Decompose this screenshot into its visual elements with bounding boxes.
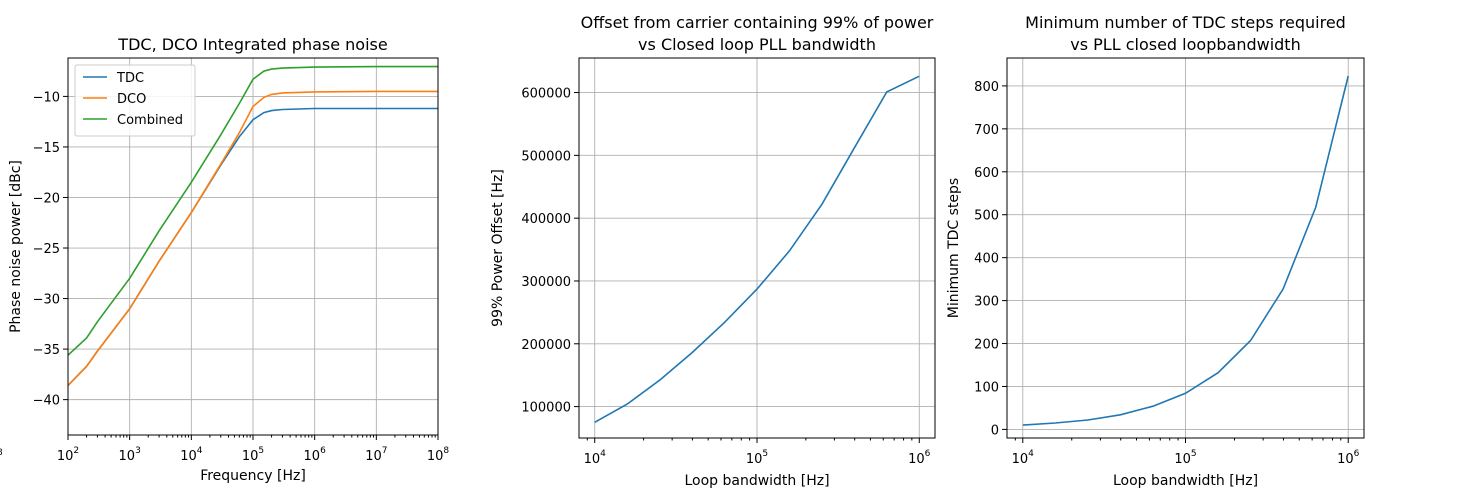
y-tick-label: 0 — [991, 423, 999, 438]
chart-title: TDC, DCO Integrated phase noise — [117, 35, 387, 54]
y-tick-label: −35 — [33, 343, 60, 358]
tdc-steps-panel: 104 105 106 0 100 200 300 400 500 600 700 800 Mini… — [946, 13, 1365, 488]
y-tick-label: −30 — [33, 293, 60, 308]
y-tick-label: 200000 — [521, 338, 571, 353]
series-lines — [1022, 75, 1349, 426]
y-tick-label: 500 — [974, 209, 999, 224]
x-tick-label: 105 — [242, 446, 264, 464]
y-ticks: 100000 200000 300000 400000 500000 600000 — [521, 87, 579, 416]
y-tick-label: 100000 — [521, 401, 571, 416]
y-tick-label: −25 — [33, 242, 60, 257]
grid-lines — [1007, 58, 1364, 438]
x-ticks: 104 105 106 — [584, 438, 931, 467]
x-tick-label: 105 — [1174, 449, 1196, 467]
legend: TDC DCO Combined — [74, 64, 196, 137]
x-tick-label: 108 — [427, 446, 450, 464]
x-tick-label: 103 — [119, 446, 141, 464]
legend-entry: DCO — [117, 92, 146, 107]
y-tick-label: 400 — [974, 252, 999, 267]
x-tick-label: 104 — [1012, 449, 1035, 467]
clipped-tick-label: 8 — [0, 448, 3, 458]
chart-title: Minimum number of TDC steps required — [1025, 13, 1346, 32]
y-ticks: −40 −35 −30 −25 −20 −15 −10 — [33, 90, 68, 409]
x-ticks: 102 103 104 105 106 107 108 — [57, 435, 450, 464]
power-offset-panel: 104 105 106 100000 200000 300000 400000 500000… — [490, 13, 936, 488]
grid-lines — [67, 58, 439, 435]
y-tick-label: −20 — [33, 191, 60, 206]
y-axis-label: Phase noise power [dBc] — [8, 160, 24, 333]
chart-subtitle: vs PLL closed loopbandwidth — [1070, 35, 1300, 54]
y-tick-label: 300 — [974, 295, 999, 310]
x-tick-label: 106 — [1337, 449, 1360, 467]
y-axis-label: 99% Power Offset [Hz] — [490, 169, 506, 327]
x-ticks: 104 105 106 — [1012, 438, 1360, 467]
y-axis-label: Minimum TDC steps — [946, 178, 962, 318]
series-line-0 — [594, 75, 920, 423]
y-tick-label: 600 — [974, 166, 999, 181]
y-tick-label: −10 — [33, 90, 60, 105]
chart-title: Offset from carrier containing 99% of po… — [581, 13, 934, 32]
series-lines — [594, 75, 920, 423]
y-tick-label: 600000 — [521, 87, 571, 102]
x-tick-label: 106 — [304, 446, 327, 464]
legend-entry: Combined — [117, 113, 183, 128]
y-tick-label: 200 — [974, 338, 999, 353]
y-tick-label: 700 — [974, 123, 999, 138]
x-axis-label: Frequency [Hz] — [200, 468, 306, 484]
legend-entry: TDC — [116, 71, 144, 86]
x-tick-label: 105 — [746, 449, 768, 467]
y-tick-label: 300000 — [521, 275, 571, 290]
series-line-0 — [1022, 75, 1349, 426]
x-tick-label: 104 — [180, 446, 203, 464]
y-tick-label: 100 — [974, 380, 999, 395]
series-line-dco — [67, 90, 438, 387]
x-axis-label: Loop bandwidth [Hz] — [684, 473, 829, 488]
grid-lines — [579, 58, 935, 438]
x-axis-label: Loop bandwidth [Hz] — [1113, 473, 1258, 488]
phase-noise-panel: 102 103 104 105 106 107 108 −40 −35 −30 −25 −20 −15… — [0, 35, 449, 484]
series-line-combined — [67, 65, 438, 356]
y-tick-label: −40 — [33, 394, 60, 409]
y-ticks: 0 100 200 300 400 500 600 700 800 — [974, 80, 1007, 438]
series-lines — [67, 65, 438, 387]
x-tick-label: 107 — [365, 446, 387, 464]
y-tick-label: 400000 — [521, 212, 571, 227]
y-tick-label: 500000 — [521, 149, 571, 164]
chart-subtitle: vs Closed loop PLL bandwidth — [638, 35, 876, 54]
y-tick-label: −15 — [33, 141, 60, 156]
x-tick-label: 106 — [908, 449, 931, 467]
x-tick-label: 104 — [584, 449, 607, 467]
y-tick-label: 800 — [974, 80, 999, 95]
x-tick-label: 102 — [57, 446, 79, 464]
